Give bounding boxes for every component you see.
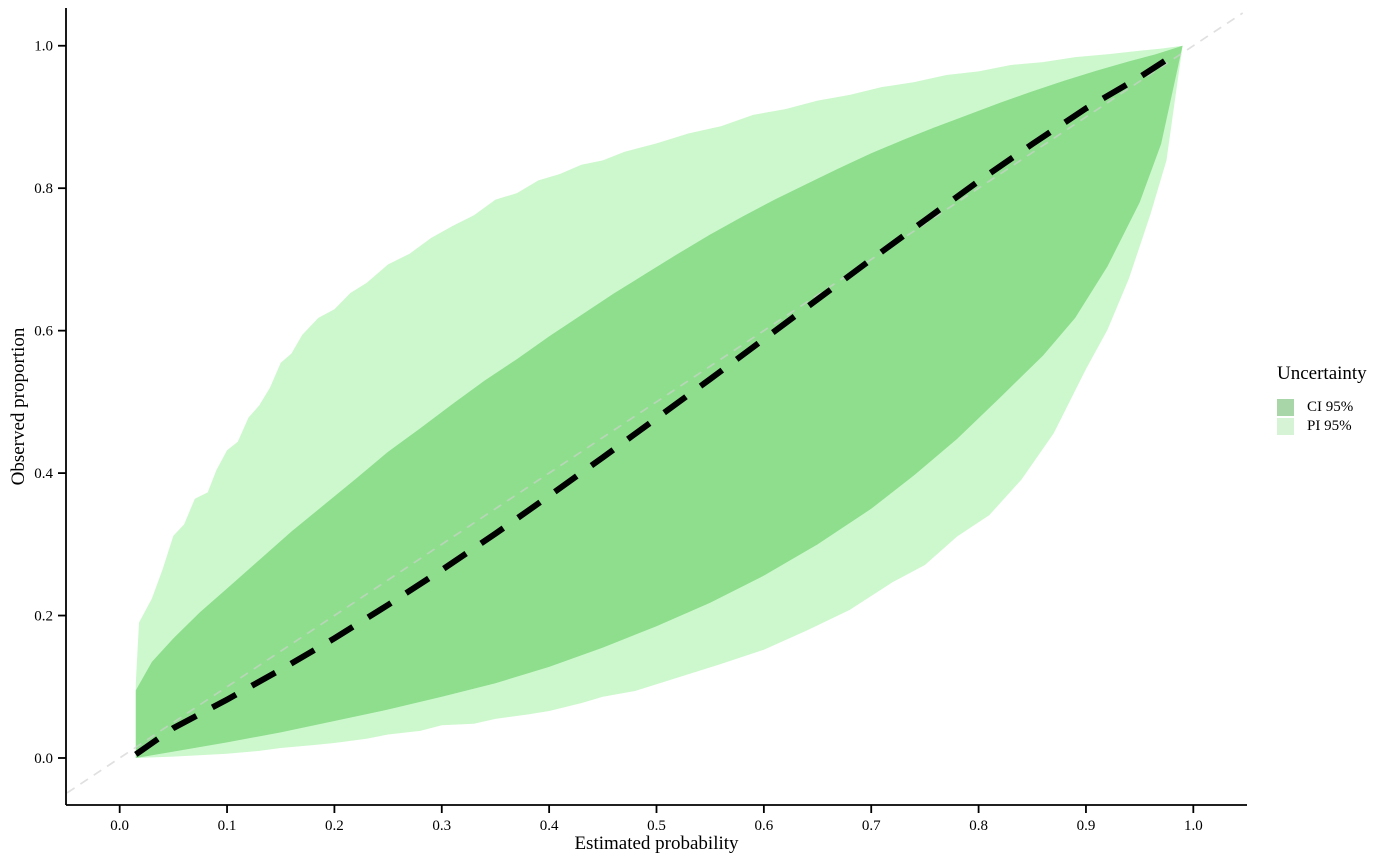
y-tick-label: 0.6 [34, 324, 53, 340]
y-axis-title: Observed proportion [8, 327, 29, 485]
legend-entry-ci: CI 95% [1277, 398, 1367, 416]
x-tick-label: 0.9 [1077, 818, 1096, 834]
x-tick-label: 0.4 [540, 818, 559, 834]
y-tick-label: 0.8 [34, 181, 53, 197]
pi-swatch [1277, 417, 1294, 435]
x-tick-label: 0.5 [647, 818, 666, 834]
y-tick-label: 0.4 [34, 466, 53, 482]
legend-label-ci: CI 95% [1307, 398, 1354, 415]
x-axis-title: Estimated probability [574, 833, 739, 854]
x-tick-label: 0.8 [969, 818, 988, 834]
y-tick-label: 1.0 [34, 39, 53, 55]
y-tick-label: 0.2 [34, 609, 53, 625]
x-tick-label: 0.1 [218, 818, 237, 834]
legend-title: Uncertainty [1277, 363, 1367, 384]
calibration-line [134, 50, 1179, 757]
x-tick-label: 0.2 [325, 818, 344, 834]
x-tick-label: 1.0 [1184, 818, 1203, 834]
x-tick-label: 0.7 [862, 818, 881, 834]
ci-swatch [1277, 398, 1294, 416]
legend: Uncertainty CI 95% PI 95% [1277, 363, 1367, 436]
x-tick-label: 0.3 [432, 818, 451, 834]
x-tick-label: 0.0 [110, 818, 129, 834]
x-tick-label: 0.6 [754, 818, 773, 834]
legend-entry-pi: PI 95% [1277, 417, 1367, 435]
y-tick-label: 0.0 [34, 751, 53, 767]
legend-label-pi: PI 95% [1307, 417, 1352, 434]
identity-line [66, 12, 1244, 794]
